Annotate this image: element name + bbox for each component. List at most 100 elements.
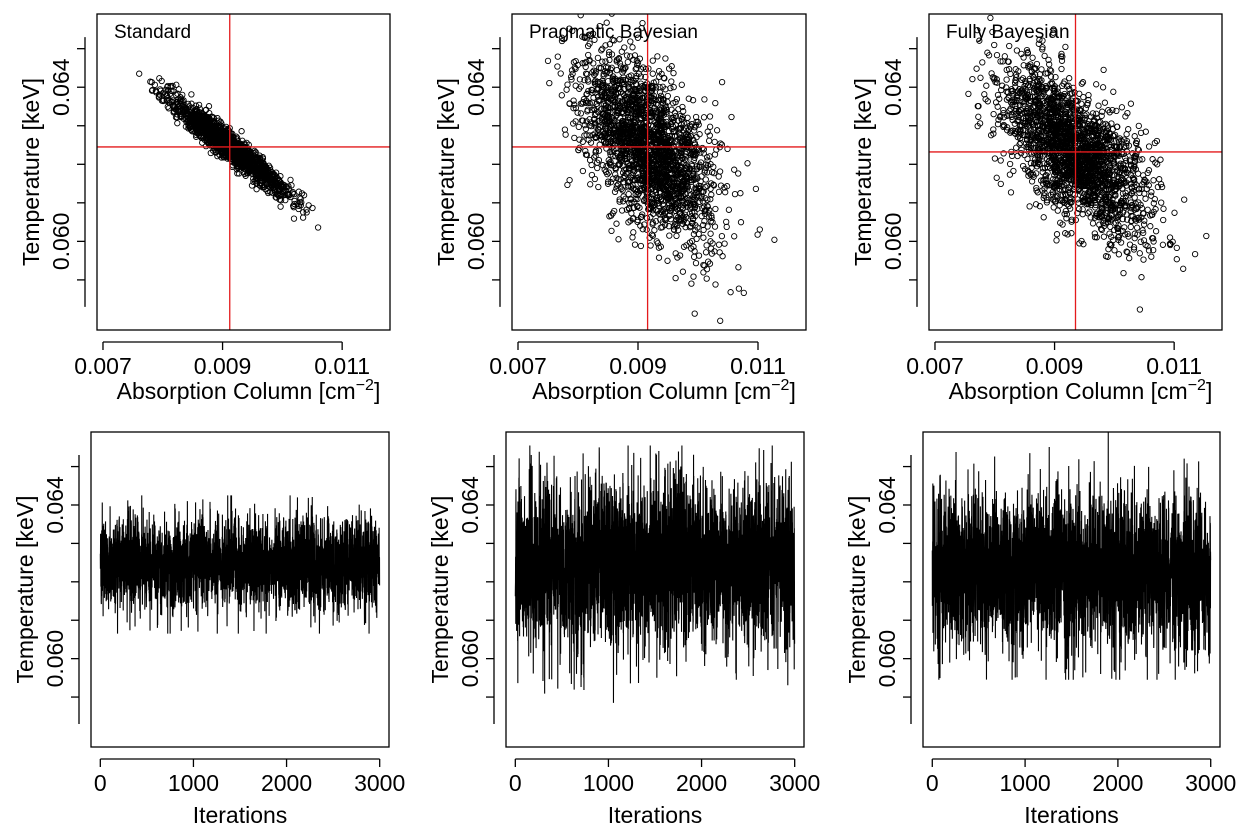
data-point <box>636 125 643 132</box>
data-point <box>664 257 671 264</box>
data-point <box>675 149 682 156</box>
data-point <box>649 191 656 198</box>
data-point <box>649 160 656 167</box>
data-point <box>270 170 277 177</box>
data-point <box>668 106 675 113</box>
data-point <box>1114 225 1121 232</box>
data-point <box>1099 84 1107 91</box>
x-tick-label: 0.007 <box>74 353 132 379</box>
data-point <box>1115 251 1123 258</box>
data-point <box>670 128 677 136</box>
data-point <box>280 184 287 191</box>
data-point <box>1014 152 1021 160</box>
data-point <box>169 82 176 90</box>
data-point <box>620 67 627 74</box>
data-point <box>623 52 631 59</box>
data-point <box>591 36 598 43</box>
data-point <box>688 212 695 220</box>
data-point <box>594 164 601 172</box>
data-point <box>624 116 632 123</box>
data-point <box>690 136 697 143</box>
data-point <box>588 161 595 169</box>
data-point <box>614 85 622 92</box>
data-point <box>576 76 584 83</box>
data-point <box>702 249 710 256</box>
data-point <box>267 182 274 189</box>
data-point <box>700 234 707 241</box>
data-point <box>652 113 659 121</box>
data-point <box>660 97 667 104</box>
data-point <box>673 232 680 240</box>
x-axis-title: Absorption Column [cm−2] <box>117 377 381 404</box>
data-point <box>692 196 699 203</box>
data-point <box>598 47 605 54</box>
data-point <box>705 137 713 144</box>
data-point <box>591 115 598 122</box>
data-point <box>255 169 263 177</box>
data-point <box>643 226 650 233</box>
data-point <box>277 173 284 180</box>
data-point <box>622 138 629 146</box>
data-point <box>1024 155 1031 163</box>
data-point <box>688 280 695 287</box>
data-point <box>640 197 648 205</box>
data-point <box>1058 65 1065 73</box>
data-point <box>155 94 163 101</box>
data-point <box>602 94 610 101</box>
data-point <box>998 86 1005 94</box>
data-point <box>656 89 664 96</box>
data-point <box>574 109 581 116</box>
data-point <box>595 97 602 104</box>
data-point <box>606 41 614 48</box>
data-point <box>604 88 612 95</box>
data-point <box>1034 189 1041 196</box>
data-point <box>717 317 724 324</box>
data-point <box>621 80 628 88</box>
data-point <box>238 149 246 157</box>
data-point <box>303 209 310 216</box>
data-point <box>664 158 672 166</box>
data-point <box>639 19 646 27</box>
data-point <box>988 70 995 77</box>
data-point <box>648 180 655 188</box>
data-point <box>607 109 614 116</box>
data-point <box>626 164 633 172</box>
data-point <box>583 118 590 125</box>
data-point <box>634 218 641 226</box>
data-point <box>707 230 714 237</box>
data-point <box>633 81 640 88</box>
data-point <box>256 157 264 164</box>
panel-frame <box>511 13 807 331</box>
data-point <box>668 63 675 70</box>
data-point <box>1033 184 1040 192</box>
data-point <box>1107 223 1114 231</box>
x-tick-label: 0.009 <box>194 353 252 379</box>
data-point <box>585 87 592 95</box>
plot-area <box>929 14 1222 330</box>
data-point <box>756 226 763 233</box>
data-point <box>711 138 718 146</box>
data-point <box>596 22 603 30</box>
data-point <box>602 131 609 139</box>
data-point <box>625 178 632 185</box>
data-point <box>1098 112 1105 120</box>
data-point <box>197 125 204 132</box>
data-point <box>1089 220 1097 227</box>
data-point <box>1100 66 1107 74</box>
data-point <box>288 182 295 189</box>
data-point <box>602 42 609 49</box>
x-axis-title-suffix: ] <box>789 378 795 404</box>
data-point <box>600 110 607 117</box>
data-point <box>595 156 603 164</box>
data-point <box>629 127 636 134</box>
data-point <box>737 219 745 226</box>
data-point <box>1141 217 1148 224</box>
data-point <box>195 101 203 109</box>
data-point <box>665 185 672 192</box>
data-point <box>1124 109 1131 117</box>
data-point <box>990 126 997 133</box>
data-point <box>1137 129 1145 137</box>
data-point <box>671 220 679 228</box>
data-point <box>584 71 591 78</box>
